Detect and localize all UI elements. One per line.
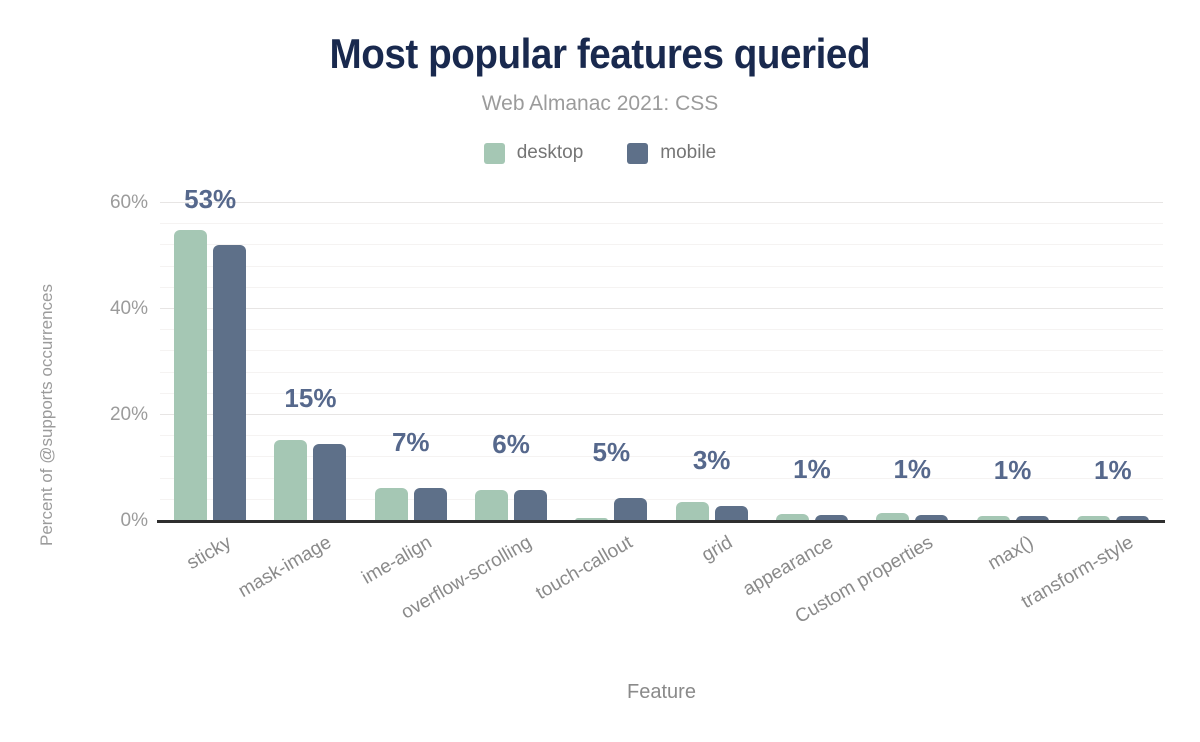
mobile-bar-max-[interactable]: [1015, 516, 1049, 521]
chart-title-text: Most popular features queried: [329, 30, 871, 77]
bar-group-max-: 1%: [962, 203, 1062, 521]
bar-pair: [475, 489, 548, 521]
bar-group-custom-properties: 1%: [862, 203, 962, 521]
bar-group-appearance: 1%: [762, 203, 862, 521]
y-tick-label: 20%: [109, 404, 148, 425]
bar-pair: [174, 229, 247, 521]
minor-gridline: [160, 244, 1163, 246]
y-axis-title: Percent of @supports occurrences: [37, 284, 56, 546]
minor-gridline: [160, 265, 1163, 267]
desktop-bar-transform-style[interactable]: [1076, 516, 1110, 521]
bar-value-label: 1%: [793, 454, 831, 485]
bar-pair: [876, 512, 949, 521]
minor-gridline: [160, 286, 1163, 288]
bar-group-mask-image: 15%: [260, 203, 360, 521]
mobile-bar-ime-align[interactable]: [413, 487, 447, 521]
bar-value-label: 1%: [1094, 455, 1132, 486]
x-tick-label-grid: grid: [698, 532, 737, 567]
desktop-bar-appearance[interactable]: [775, 514, 809, 521]
minor-gridline: [160, 223, 1163, 225]
bar-value-label: 7%: [391, 426, 430, 457]
mobile-bar-custom-properties[interactable]: [915, 514, 949, 521]
y-tick-label: 60%: [109, 192, 148, 213]
bar-pair: [1076, 516, 1149, 521]
mobile-bar-mask-image[interactable]: [313, 443, 347, 521]
mobile-bar-touch-callout[interactable]: [614, 497, 648, 521]
mobile-bar-sticky[interactable]: [213, 245, 247, 521]
bar-group-ime-align: 7%: [361, 203, 461, 521]
bar-pair: [775, 514, 848, 521]
desktop-bar-custom-properties[interactable]: [876, 512, 910, 521]
bar-group-touch-callout: 5%: [561, 203, 661, 521]
x-tick-label-transform-style: transform-style: [1018, 532, 1138, 614]
bar-pair: [374, 487, 447, 521]
bar-group-grid: 3%: [662, 203, 762, 521]
x-tick-label-max-: max(): [984, 532, 1038, 575]
major-gridline: [160, 414, 1163, 415]
bar-value-label: 1%: [993, 455, 1032, 486]
bar-value-label: 15%: [284, 382, 337, 413]
chart-subtitle: Web Almanac 2021: CSS: [481, 92, 719, 115]
bar-value-label: 53%: [184, 184, 237, 215]
y-tick-label: 0%: [120, 510, 148, 531]
bar-group-sticky: 53%: [160, 184, 260, 521]
desktop-bar-touch-callout[interactable]: [575, 518, 609, 521]
minor-gridline: [160, 329, 1163, 331]
legend-label-desktop: desktop: [516, 142, 584, 163]
y-tick-label: 40%: [109, 298, 148, 319]
chart-legend: desktop mobile: [0, 142, 1200, 164]
bar-value-label: 6%: [492, 428, 530, 459]
bar-pair: [274, 439, 347, 521]
major-gridline: [160, 308, 1163, 309]
x-tick-label-mask-image: mask-image: [234, 532, 335, 602]
desktop-bar-grid[interactable]: [675, 501, 709, 521]
desktop-bar-ime-align[interactable]: [374, 487, 408, 521]
minor-gridline: [160, 498, 1163, 500]
bar-value-label: 3%: [692, 444, 731, 475]
desktop-swatch-icon: [483, 142, 505, 164]
minor-gridline: [160, 371, 1163, 373]
x-axis-title: Feature: [627, 681, 696, 703]
x-tick-label-ime-align: ime-align: [357, 532, 436, 589]
bar-pair: [575, 497, 648, 521]
chart-title: Most popular features queried: [0, 30, 1200, 78]
bar-group-overflow-scrolling: 6%: [461, 203, 561, 521]
desktop-bar-mask-image[interactable]: [274, 439, 308, 521]
bar-value-label: 1%: [893, 453, 932, 484]
mobile-bar-overflow-scrolling[interactable]: [514, 489, 548, 521]
legend-item-mobile[interactable]: mobile: [627, 142, 716, 164]
mobile-bar-appearance[interactable]: [814, 515, 848, 521]
major-gridline: [160, 202, 1163, 203]
bar-group-transform-style: 1%: [1063, 203, 1163, 521]
minor-gridline: [160, 477, 1163, 479]
bar-value-label: 5%: [592, 436, 631, 467]
x-axis-line: [157, 520, 1165, 523]
mobile-swatch-icon: [627, 142, 649, 164]
mobile-bar-transform-style[interactable]: [1115, 516, 1149, 521]
minor-gridline: [160, 350, 1163, 352]
x-tick-label-sticky: sticky: [183, 532, 235, 574]
desktop-bar-max-[interactable]: [976, 516, 1010, 521]
x-axis-labels: sticky mask-image ime-align overflow-scroll…: [160, 524, 1163, 644]
minor-gridline: [160, 456, 1163, 458]
x-tick-label-touch-callout: touch-callout: [532, 532, 636, 605]
minor-gridline: [160, 435, 1163, 437]
bar-pair: [976, 516, 1049, 521]
legend-item-desktop[interactable]: desktop: [483, 142, 584, 164]
desktop-bar-overflow-scrolling[interactable]: [475, 489, 509, 521]
desktop-bar-sticky[interactable]: [174, 229, 208, 521]
minor-gridline: [160, 392, 1163, 394]
bar-pair: [675, 501, 748, 521]
mobile-bar-grid[interactable]: [714, 505, 748, 521]
plot-area: 53% 15% 7% 6% 5% 3% 1% 1% 1% 1%: [160, 184, 1163, 521]
legend-label-mobile: mobile: [660, 142, 717, 163]
